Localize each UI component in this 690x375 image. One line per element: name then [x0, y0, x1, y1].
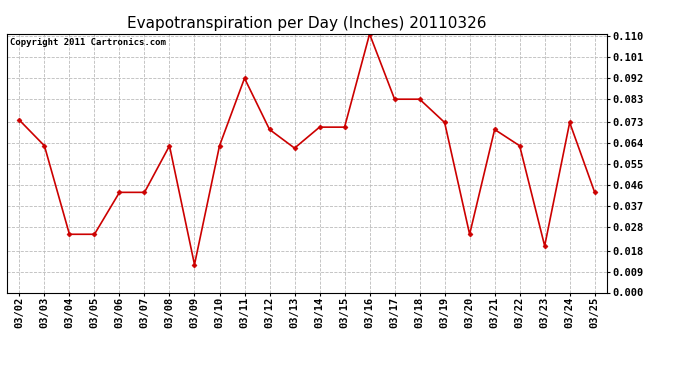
Text: Copyright 2011 Cartronics.com: Copyright 2011 Cartronics.com	[10, 38, 166, 46]
Title: Evapotranspiration per Day (Inches) 20110326: Evapotranspiration per Day (Inches) 2011…	[127, 16, 487, 31]
